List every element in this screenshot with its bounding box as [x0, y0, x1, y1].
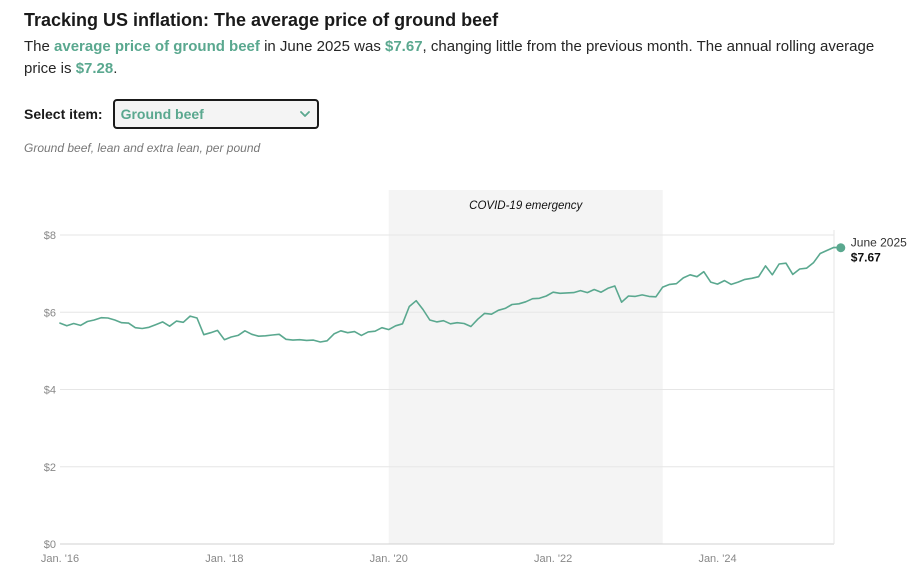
- summary-part-2: in June 2025 was: [259, 38, 385, 55]
- latest-value-label: $7.67: [851, 251, 881, 265]
- covid-shaded-region: [388, 190, 663, 544]
- summary-part-3: , changing little from the previous mont…: [24, 38, 875, 77]
- summary-text: The average price of ground beef in June…: [24, 36, 904, 80]
- item-selector-label: Select item:: [24, 106, 103, 122]
- latest-date-label: June 2025: [851, 236, 907, 250]
- x-tick-label: Jan. '24: [698, 553, 736, 565]
- item-select-dropdown[interactable]: Ground beef: [112, 99, 319, 129]
- summary-average-highlight: $7.28: [75, 60, 114, 77]
- series-description: Ground beef, lean and extra lean, per po…: [24, 141, 261, 155]
- summary-item-highlight: average price of ground beef: [54, 38, 260, 55]
- x-tick-label: Jan. '22: [534, 553, 572, 565]
- y-tick-label: $4: [44, 385, 56, 397]
- covid-annotation: COVID-19 emergency: [469, 200, 583, 212]
- x-tick-label: Jan. '18: [205, 553, 243, 565]
- y-tick-label: $6: [44, 307, 56, 319]
- y-tick-label: $0: [44, 539, 56, 551]
- y-tick-label: $2: [44, 462, 56, 474]
- latest-price-marker: [836, 243, 846, 253]
- chevron-down-icon: [299, 108, 311, 120]
- x-tick-label: Jan. '16: [41, 553, 79, 565]
- summary-part-1: The: [24, 38, 55, 55]
- price-series-line: [59, 246, 842, 343]
- y-tick-label: $8: [44, 230, 56, 242]
- item-select-value: Ground beef: [120, 106, 204, 122]
- x-tick-label: Jan. '20: [370, 553, 408, 565]
- item-selector-row: Select item: Ground beef: [24, 98, 319, 130]
- summary-price-highlight: $7.67: [385, 38, 423, 55]
- summary-part-4: .: [113, 60, 118, 77]
- page-title: Tracking US inflation: The average price…: [24, 10, 499, 30]
